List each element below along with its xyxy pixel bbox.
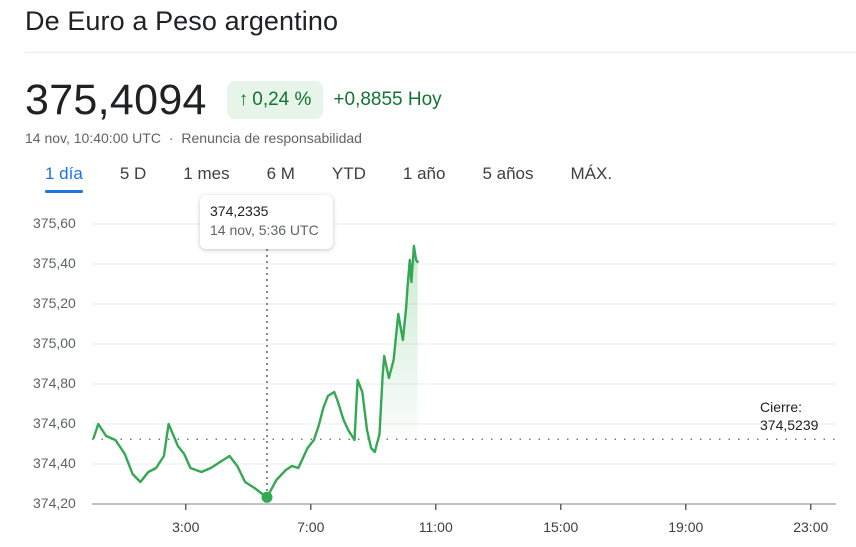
y-axis-label: 375,00: [33, 335, 76, 351]
tab-1-month[interactable]: 1 mes: [183, 164, 230, 183]
y-axis-label: 375,20: [33, 295, 76, 311]
y-axis-label: 374,40: [33, 455, 76, 471]
page-title: De Euro a Peso argentino: [25, 6, 339, 36]
price-row: 375,4094 ↑ 0,24 % +0,8855 Hoy: [25, 76, 442, 124]
arrow-up-icon: ↑: [238, 89, 249, 110]
x-axis-label: 11:00: [418, 519, 453, 535]
x-axis-label: 3:00: [172, 519, 200, 535]
y-axis-label: 375,40: [33, 255, 76, 271]
y-axis-label: 374,20: [33, 495, 76, 511]
disclaimer-link[interactable]: Renuncia de responsabilidad: [181, 130, 362, 146]
x-axis-label: 19:00: [668, 519, 704, 535]
current-price: 375,4094: [25, 75, 207, 124]
change-value: +0,8855 Hoy: [333, 89, 442, 110]
y-axis-label: 374,80: [33, 375, 76, 391]
tab-5-days[interactable]: 5 D: [119, 164, 147, 183]
meta-separator: ·: [168, 130, 174, 146]
x-axis-label: 7:00: [297, 519, 325, 535]
change-percent: 0,24 %: [252, 89, 312, 110]
tab-6-months[interactable]: 6 M: [266, 164, 295, 183]
range-tabs: 1 día 5 D 1 mes 6 M YTD 1 año 5 años MÁX…: [36, 160, 640, 200]
close-value: 374,5239: [760, 417, 819, 433]
chart-tooltip: 374,2335 14 nov, 5:36 UTC: [200, 195, 333, 249]
tab-max[interactable]: MÁX.: [570, 164, 613, 183]
header-divider: [25, 52, 856, 53]
previous-close-label: Cierre: 374,5239: [760, 398, 818, 434]
tooltip-date: 14 nov, 5:36 UTC: [210, 222, 319, 238]
price-chart[interactable]: 375,60 375,40 375,20 375,00 374,80 374,60 374,…: [0, 195, 856, 547]
tab-1-day[interactable]: 1 día: [36, 160, 92, 200]
tab-1-year[interactable]: 1 año: [402, 164, 446, 183]
hover-point-marker: [261, 491, 273, 503]
timestamp: 14 nov, 10:40:00 UTC: [25, 130, 161, 146]
tooltip-value: 374,2335: [210, 203, 269, 219]
x-axis-label: 23:00: [793, 519, 829, 535]
close-label-text: Cierre:: [760, 399, 803, 415]
y-axis-label: 374,60: [33, 415, 76, 431]
change-percent-badge: ↑ 0,24 %: [226, 81, 324, 119]
tab-ytd[interactable]: YTD: [331, 164, 366, 183]
x-axis-label: 15:00: [543, 519, 579, 535]
y-axis-label: 375,60: [33, 215, 76, 231]
chart-canvas[interactable]: [0, 195, 856, 547]
quote-meta: 14 nov, 10:40:00 UTC · Renuncia de respo…: [25, 130, 362, 146]
tab-5-years[interactable]: 5 años: [482, 164, 534, 183]
